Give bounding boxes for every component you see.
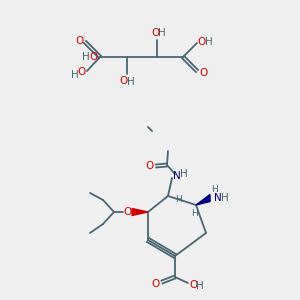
Text: O: O <box>152 279 160 289</box>
Text: N: N <box>214 193 222 203</box>
Text: N: N <box>173 171 181 181</box>
Text: O: O <box>198 37 206 47</box>
Text: H: H <box>82 52 90 62</box>
Text: H: H <box>190 209 197 218</box>
Polygon shape <box>196 194 210 205</box>
Text: H: H <box>175 196 182 205</box>
Text: H: H <box>180 169 188 179</box>
Text: O: O <box>189 280 197 290</box>
Text: H: H <box>71 70 79 80</box>
Polygon shape <box>132 208 148 215</box>
Text: O: O <box>123 207 131 217</box>
Text: O: O <box>119 76 127 86</box>
Text: H: H <box>221 193 229 203</box>
Text: O: O <box>89 52 97 62</box>
Text: H: H <box>196 281 204 291</box>
Text: O: O <box>145 161 153 171</box>
Text: O: O <box>151 28 159 38</box>
Text: O: O <box>75 36 83 46</box>
Text: H: H <box>127 77 135 87</box>
Text: O: O <box>199 68 207 78</box>
Text: H: H <box>158 28 166 38</box>
Text: H: H <box>211 185 218 194</box>
Text: H: H <box>205 37 213 47</box>
Text: O: O <box>78 67 86 77</box>
